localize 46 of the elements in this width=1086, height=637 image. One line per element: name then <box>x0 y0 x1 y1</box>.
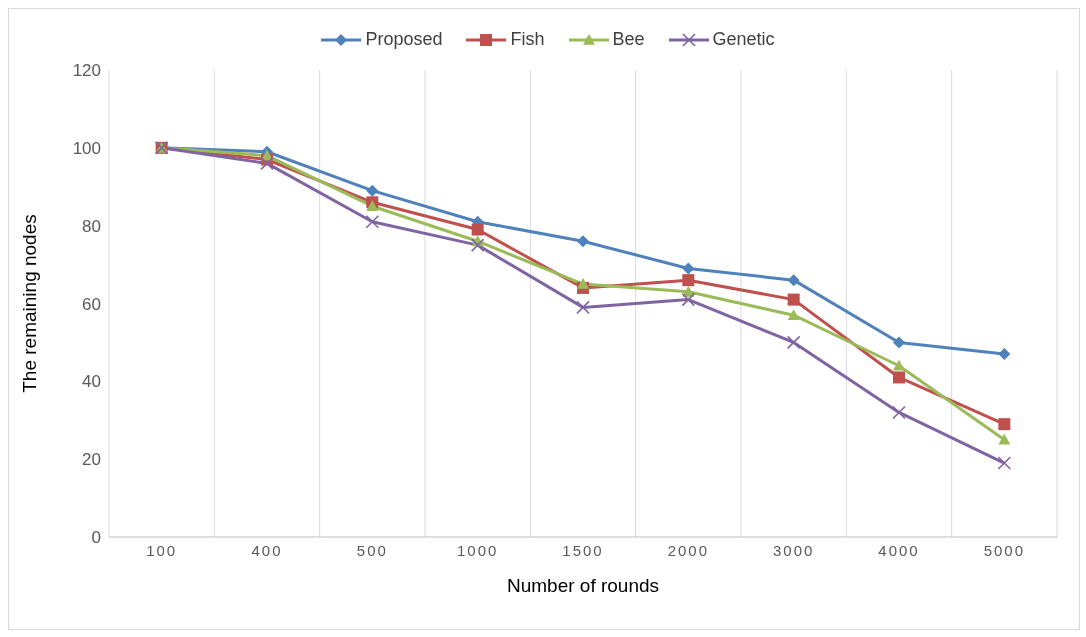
point <box>682 262 695 275</box>
y-tick-label: 0 <box>91 528 101 548</box>
point <box>365 214 380 229</box>
x-tick-label: 1500 <box>562 541 604 559</box>
x-tick-label: 5000 <box>983 541 1026 559</box>
y-axis-title: The remaining nodes <box>18 214 40 393</box>
y-tick-label: 20 <box>82 450 101 470</box>
y-tick-label: 120 <box>72 61 101 81</box>
point <box>998 348 1011 361</box>
legend-label: Bee <box>612 29 645 50</box>
x-tick-label: 3000 <box>772 541 815 559</box>
point <box>892 405 906 420</box>
point <box>787 274 800 287</box>
point <box>998 418 1011 431</box>
legend-label: Proposed <box>365 29 443 50</box>
x-tick-label: 500 <box>356 541 388 559</box>
point <box>682 274 695 287</box>
point <box>893 359 905 371</box>
y-tick-label: 40 <box>82 372 101 392</box>
x-axis-title: Number of rounds <box>506 575 660 596</box>
point <box>681 292 696 307</box>
legend-label: Genetic <box>712 29 775 50</box>
point <box>577 235 589 248</box>
x-tick-label: 1000 <box>456 541 499 559</box>
point <box>260 156 274 171</box>
legend-label: Fish <box>510 29 545 50</box>
x-tick-label: 2000 <box>667 541 710 559</box>
point <box>576 300 590 315</box>
y-tick-label: 80 <box>82 216 101 236</box>
point <box>893 371 905 384</box>
x-tick-label: 4000 <box>878 541 920 559</box>
point <box>471 223 484 236</box>
x-tick-label: 100 <box>146 541 178 559</box>
point <box>787 293 800 306</box>
point <box>997 456 1012 470</box>
point <box>787 309 800 320</box>
point <box>470 238 485 252</box>
point <box>366 200 379 212</box>
point <box>577 278 589 289</box>
point <box>366 184 379 197</box>
point <box>786 335 801 350</box>
point <box>998 433 1011 445</box>
y-tick-label: 60 <box>82 294 101 314</box>
y-tick-label: 100 <box>72 138 101 158</box>
point <box>893 336 905 349</box>
x-tick-label: 400 <box>251 541 283 559</box>
